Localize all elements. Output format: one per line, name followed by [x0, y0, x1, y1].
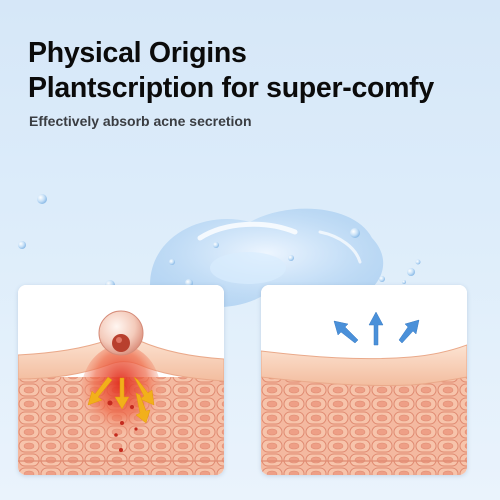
subheadline: Effectively absorb acne secretion	[29, 113, 252, 129]
headline-line-2: Plantscription for super-comfy	[28, 72, 434, 104]
after-skin-panel	[261, 285, 467, 475]
water-droplet	[415, 259, 421, 265]
water-droplet	[169, 259, 175, 265]
skin-diagram-after	[261, 285, 467, 475]
water-droplet	[213, 242, 219, 248]
water-droplet	[288, 255, 294, 261]
water-droplet	[37, 194, 47, 204]
release-arrows	[333, 311, 420, 346]
headline-line-1: Physical Origins	[28, 37, 247, 69]
before-skin-panel	[18, 285, 224, 475]
water-droplet	[18, 241, 26, 249]
headline: Physical Origins Plantscription for supe…	[28, 36, 434, 106]
skin-diagram-before	[18, 285, 224, 475]
water-droplet	[402, 280, 406, 284]
water-droplet	[407, 268, 415, 276]
secretion-arrows	[87, 376, 155, 424]
water-droplet	[379, 276, 385, 282]
water-droplet	[350, 228, 360, 238]
